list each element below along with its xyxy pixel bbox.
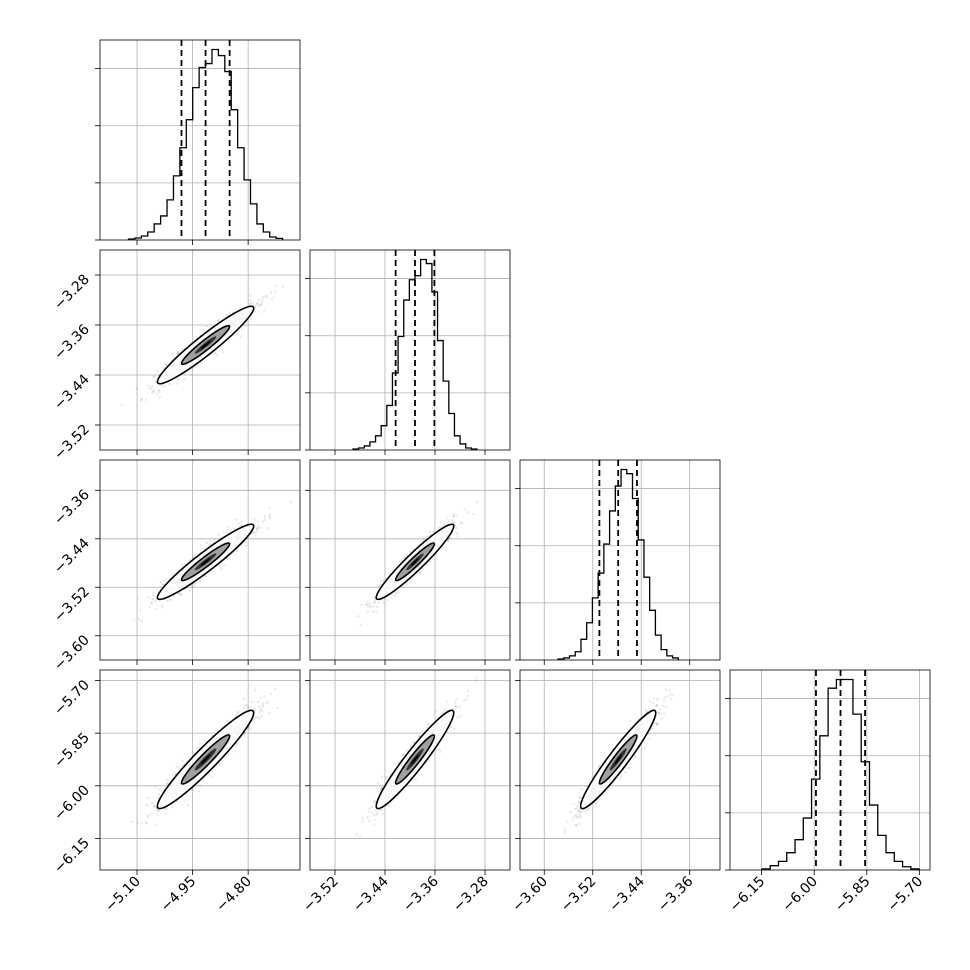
density-fill bbox=[200, 754, 211, 765]
density-fill bbox=[411, 558, 419, 566]
histogram-panel-p2 bbox=[515, 459, 721, 665]
y-tick-label: −6.15 bbox=[51, 835, 93, 877]
x-tick-label: −6.00 bbox=[779, 874, 821, 916]
density-fill bbox=[614, 754, 622, 765]
contour-line bbox=[598, 734, 638, 785]
x-tick-label: −5.85 bbox=[832, 874, 874, 916]
y-tick-label: −5.70 bbox=[51, 677, 93, 719]
scatter-panel-p2-p3: −3.60 −3.52 −3.44 −3.36 bbox=[509, 669, 721, 916]
contour-line bbox=[180, 324, 231, 366]
density-fill bbox=[200, 558, 211, 566]
x-tick-label: −3.52 bbox=[558, 874, 600, 916]
x-tick-label: −3.36 bbox=[400, 873, 442, 915]
scatter-panel-p1-p2 bbox=[305, 459, 511, 665]
y-tick-label: −3.36 bbox=[51, 487, 93, 529]
histogram-panel-p3: −6.15 −6.00 −5.85 −5.70 bbox=[725, 669, 931, 916]
x-tick-label: −3.36 bbox=[655, 873, 697, 915]
density-fill bbox=[411, 754, 419, 765]
x-tick-label: −5.10 bbox=[102, 874, 144, 916]
axes-frame bbox=[309, 249, 511, 451]
contour-line bbox=[375, 709, 455, 810]
histogram-step-p1 bbox=[352, 258, 478, 450]
contour-line bbox=[156, 305, 255, 385]
density-fill bbox=[200, 341, 211, 349]
x-tick-label: −3.60 bbox=[509, 874, 551, 916]
contour-line bbox=[180, 734, 231, 785]
axes-frame bbox=[99, 459, 301, 661]
y-tick-label: −3.60 bbox=[51, 632, 93, 674]
y-tick-label: −3.52 bbox=[51, 584, 93, 626]
contour-line bbox=[579, 709, 657, 810]
axes-frame bbox=[519, 459, 721, 661]
histogram-step-p2 bbox=[557, 468, 679, 660]
x-tick-label: −3.28 bbox=[450, 874, 492, 916]
contour-line bbox=[394, 734, 436, 785]
contour-line bbox=[156, 523, 255, 601]
y-tick-label: −3.44 bbox=[51, 535, 93, 577]
axes-frame bbox=[519, 669, 721, 871]
scatter-panel-p0-p2: −3.60 −3.52 −3.44 −3.36 bbox=[51, 459, 301, 674]
y-tick-label: −6.00 bbox=[51, 782, 93, 824]
y-tick-label: −3.44 bbox=[51, 371, 93, 413]
scatter-panel-p0-p3: −5.10 −4.95 −4.80 −6.15 −6.00 −5.85 −5.70 bbox=[51, 669, 301, 916]
y-tick-label: −3.28 bbox=[51, 272, 93, 314]
x-tick-label: −4.80 bbox=[213, 874, 255, 916]
contour-line bbox=[180, 542, 231, 582]
contour-line bbox=[375, 523, 455, 601]
y-tick-label: −3.52 bbox=[51, 422, 93, 464]
x-tick-label: −5.70 bbox=[885, 874, 927, 916]
contour-line bbox=[156, 709, 255, 810]
axes-frame bbox=[309, 669, 511, 871]
y-tick-label: −5.85 bbox=[51, 730, 93, 772]
histogram-panel-p0 bbox=[95, 39, 301, 245]
x-tick-label: −6.15 bbox=[727, 874, 769, 916]
x-tick-label: −4.95 bbox=[158, 874, 200, 916]
x-tick-label: −3.44 bbox=[350, 873, 392, 915]
scatter-panel-p0-p1: −3.52 −3.44 −3.36 −3.28 bbox=[51, 249, 301, 464]
scatter-panel-p1-p3: −3.52 −3.44 −3.36 −3.28 bbox=[300, 669, 511, 916]
y-tick-label: −3.36 bbox=[51, 321, 93, 363]
axes-frame bbox=[729, 669, 931, 871]
histogram-panel-p1 bbox=[305, 249, 511, 455]
axes-frame bbox=[309, 459, 511, 661]
axes-frame bbox=[99, 669, 301, 871]
contour-line bbox=[394, 542, 436, 582]
axes-frame bbox=[99, 249, 301, 451]
x-tick-label: −3.52 bbox=[300, 874, 342, 916]
x-tick-label: −3.44 bbox=[606, 873, 648, 915]
histogram-step-p3 bbox=[761, 678, 920, 870]
axes-frame bbox=[99, 39, 301, 241]
